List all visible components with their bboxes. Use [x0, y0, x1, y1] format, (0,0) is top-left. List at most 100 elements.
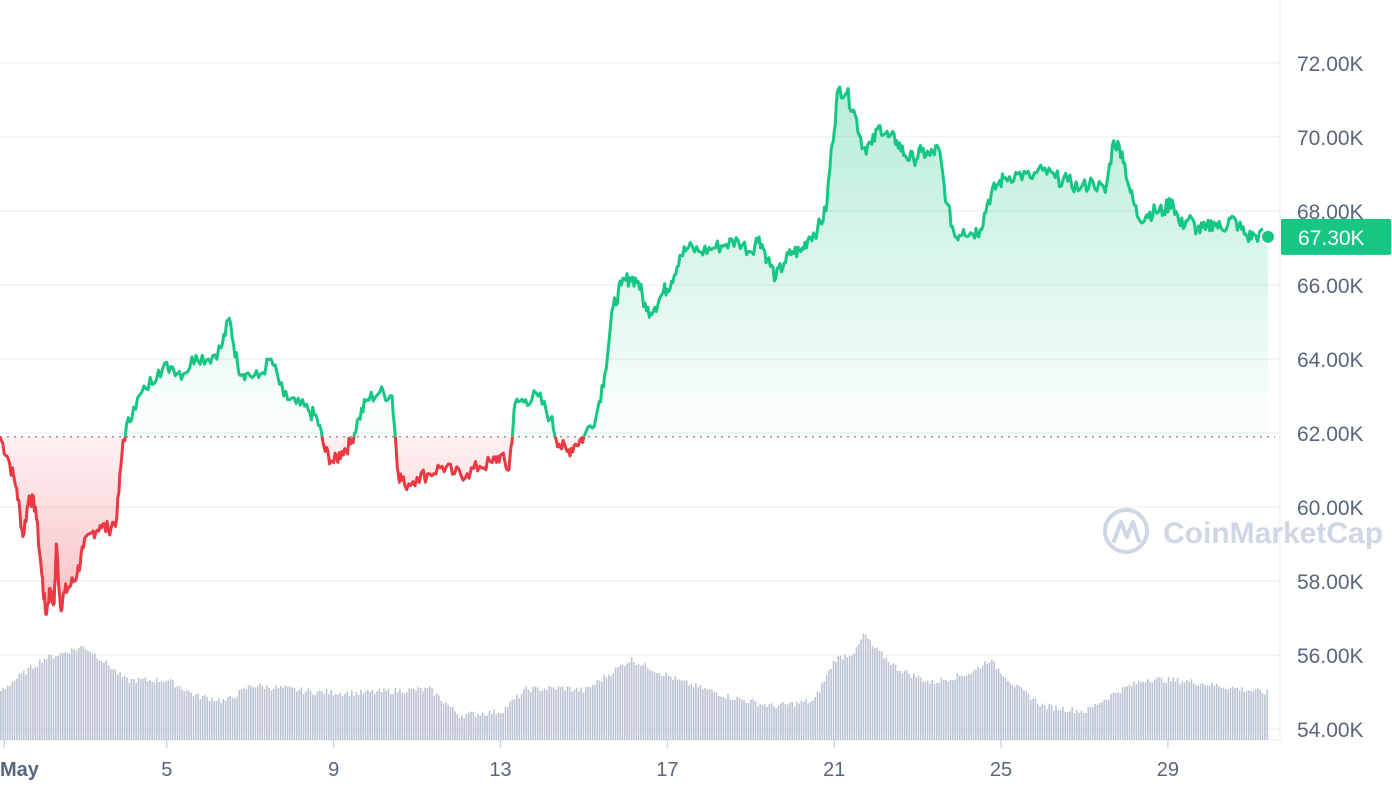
volume-bar — [424, 687, 427, 740]
volume-bar — [64, 652, 66, 740]
volume-bar — [573, 690, 576, 740]
volume-bar — [192, 696, 195, 740]
volume-bar — [844, 654, 846, 740]
volume-bar — [135, 683, 137, 740]
volume-bar — [548, 686, 550, 740]
volume-bar — [50, 655, 53, 740]
volume-bar — [1064, 711, 1067, 740]
volume-bar — [814, 697, 816, 740]
volume-bar — [1117, 692, 1119, 740]
volume-bar — [355, 692, 358, 740]
volume-bar — [13, 680, 16, 740]
volume-bar — [422, 691, 424, 740]
volume-bar — [316, 691, 319, 740]
volume-bar — [649, 670, 651, 740]
volume-bar — [1135, 684, 1138, 740]
volume-bar — [789, 702, 791, 740]
volume-bar — [571, 691, 573, 740]
volume-bar — [344, 693, 346, 740]
volume-bar — [447, 704, 449, 740]
volume-bar — [1007, 680, 1009, 740]
volume-bar — [784, 703, 787, 740]
volume-bar — [20, 673, 23, 740]
volume-bar — [596, 679, 599, 740]
volume-bar — [247, 685, 250, 740]
volume-bar — [919, 677, 922, 740]
volume-bar — [1211, 682, 1213, 740]
volume-bar — [722, 696, 725, 740]
x-tick-label: May — [0, 759, 40, 781]
volume-bar — [48, 654, 50, 740]
volume-bar — [165, 681, 167, 740]
volume-bar — [839, 655, 842, 740]
volume-bar — [298, 690, 300, 740]
volume-bar — [146, 681, 149, 740]
volume-bar — [759, 703, 761, 740]
volume-bar — [1206, 685, 1209, 740]
volume-bar — [633, 662, 635, 740]
volume-bar — [1041, 703, 1044, 740]
volume-bar — [1119, 693, 1122, 740]
volume-bar — [472, 712, 475, 740]
volume-bar — [463, 718, 466, 740]
volume-bar — [309, 690, 312, 740]
volume-bar — [61, 652, 64, 740]
volume-bar — [1000, 673, 1002, 740]
volume-bar — [956, 673, 959, 740]
volume-bar — [841, 659, 844, 740]
volume-bar — [718, 696, 720, 740]
volume-bar — [451, 706, 454, 740]
y-tick-label: 70.00K — [1297, 127, 1364, 150]
volume-bar — [231, 697, 234, 740]
volume-bar — [802, 702, 805, 740]
volume-bar — [672, 680, 674, 740]
volume-bar — [525, 686, 527, 740]
volume-bar — [1025, 691, 1028, 740]
volume-bar — [1078, 712, 1080, 740]
volume-bar — [993, 661, 995, 740]
volume-bar — [25, 674, 27, 740]
volume-bar — [942, 680, 945, 740]
volume-bar — [747, 703, 750, 740]
volume-bar — [894, 664, 897, 740]
volume-bar — [1153, 679, 1156, 740]
volume-bar — [713, 692, 716, 740]
volume-bar — [252, 687, 254, 740]
volume-bar — [541, 690, 544, 740]
volume-bar — [630, 657, 633, 740]
volume-bar — [513, 699, 516, 740]
volume-bar — [837, 656, 839, 740]
volume-bar — [878, 650, 881, 740]
volume-bar — [724, 698, 727, 740]
area-fill-above — [0, 87, 1268, 437]
volume-bar — [32, 668, 34, 740]
volume-bar — [1238, 690, 1241, 740]
volume-bar — [1250, 690, 1252, 740]
volume-bar — [520, 693, 523, 740]
y-tick-label: 60.00K — [1297, 497, 1364, 520]
volume-bar — [346, 691, 349, 740]
volume-bar — [84, 649, 87, 740]
volume-bar — [114, 669, 117, 740]
volume-bar — [988, 662, 991, 740]
volume-bar — [428, 686, 431, 740]
volume-bar — [408, 688, 410, 740]
volume-bar — [757, 706, 759, 740]
price-area — [0, 87, 1268, 615]
volume-bar — [1096, 705, 1099, 740]
volume-bar — [770, 703, 773, 740]
volume-bar — [417, 687, 420, 740]
watermark-text: CoinMarketCap — [1163, 517, 1383, 550]
volume-bar — [431, 687, 433, 740]
volume-bar — [768, 704, 771, 740]
volume-bar — [1195, 685, 1197, 740]
volume-bar — [977, 667, 979, 740]
volume-bar — [711, 689, 713, 740]
volume-bar — [669, 676, 672, 740]
volume-bar — [701, 689, 704, 740]
volume-bar — [915, 677, 917, 740]
volume-bar — [470, 711, 472, 740]
volume-bar — [323, 694, 326, 740]
current-price-marker: 67.30K — [1260, 218, 1391, 255]
volume-bar — [162, 682, 165, 740]
